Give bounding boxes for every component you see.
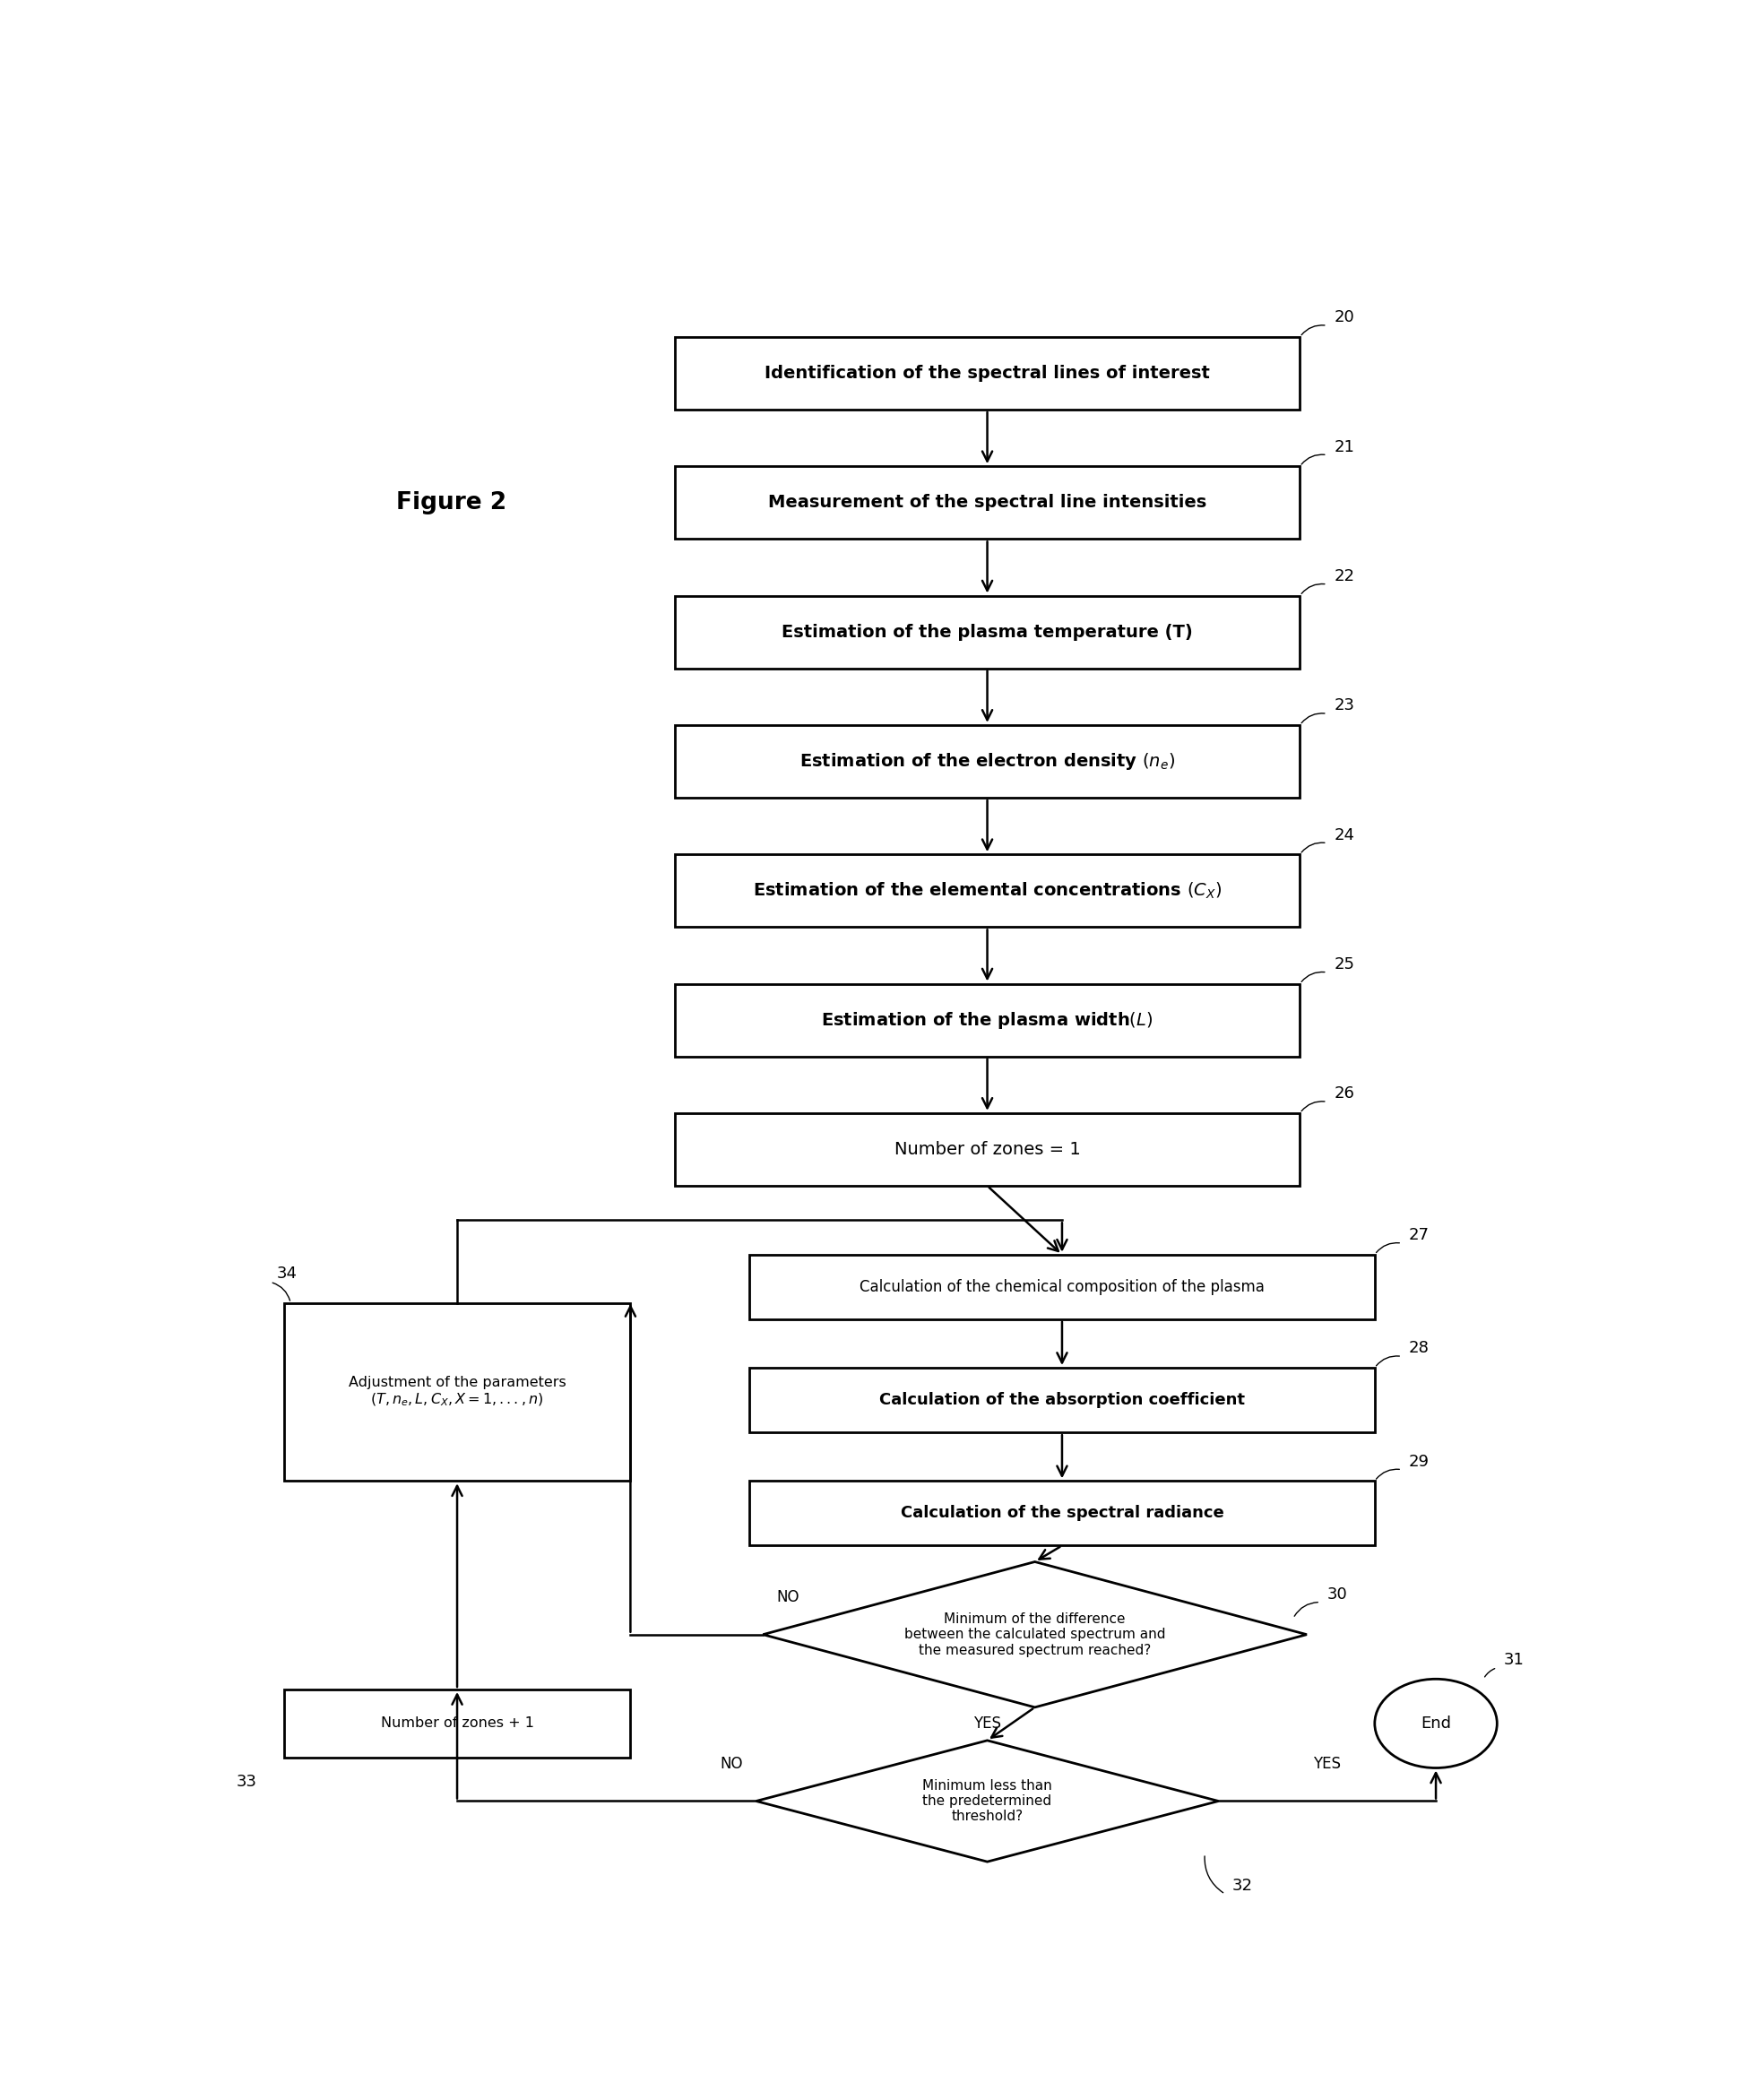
Text: YES: YES [973,1716,1002,1732]
Text: 26: 26 [1335,1086,1354,1102]
Text: Number of zones = 1: Number of zones = 1 [895,1140,1080,1157]
FancyBboxPatch shape [749,1367,1375,1432]
FancyBboxPatch shape [675,983,1300,1056]
Text: 21: 21 [1335,439,1354,456]
FancyBboxPatch shape [675,596,1300,668]
FancyBboxPatch shape [675,855,1300,926]
Text: Number of zones + 1: Number of zones + 1 [381,1716,533,1730]
Text: Calculation of the spectral radiance: Calculation of the spectral radiance [900,1506,1224,1520]
Text: NO: NO [777,1590,800,1604]
Text: 25: 25 [1335,956,1354,972]
Text: 28: 28 [1408,1340,1430,1357]
FancyBboxPatch shape [749,1480,1375,1546]
Text: 31: 31 [1503,1651,1524,1667]
Text: 23: 23 [1335,697,1354,714]
FancyBboxPatch shape [675,336,1300,410]
Text: Minimum less than
the predetermined
threshold?: Minimum less than the predetermined thre… [923,1779,1052,1823]
FancyBboxPatch shape [675,724,1300,798]
Text: NO: NO [719,1756,742,1772]
FancyBboxPatch shape [675,1113,1300,1186]
Text: Calculation of the chemical composition of the plasma: Calculation of the chemical composition … [859,1279,1265,1296]
Text: 24: 24 [1335,827,1354,842]
Text: Estimation of the elemental concentrations $(C_X)$: Estimation of the elemental concentratio… [752,880,1223,901]
Text: YES: YES [1314,1756,1342,1772]
Text: Estimation of the plasma temperature (T): Estimation of the plasma temperature (T) [782,624,1193,640]
Text: Identification of the spectral lines of interest: Identification of the spectral lines of … [765,365,1210,382]
FancyBboxPatch shape [675,466,1300,540]
Text: 33: 33 [237,1774,256,1789]
Text: Estimation of the plasma width$(L)$: Estimation of the plasma width$(L)$ [821,1010,1152,1031]
FancyBboxPatch shape [284,1690,630,1758]
Text: 32: 32 [1231,1877,1252,1894]
Text: Figure 2: Figure 2 [396,491,507,514]
Text: 20: 20 [1335,309,1354,326]
Text: Measurement of the spectral line intensities: Measurement of the spectral line intensi… [768,494,1207,510]
Ellipse shape [1375,1680,1498,1768]
FancyBboxPatch shape [749,1254,1375,1319]
Text: 29: 29 [1408,1453,1430,1470]
Text: Estimation of the electron density $(n_e)$: Estimation of the electron density $(n_e… [800,752,1175,771]
Text: 34: 34 [277,1266,298,1281]
Polygon shape [756,1741,1219,1863]
Text: Calculation of the absorption coefficient: Calculation of the absorption coefficien… [879,1392,1245,1409]
Text: Minimum of the difference
between the calculated spectrum and
the measured spect: Minimum of the difference between the ca… [905,1613,1165,1657]
Text: Adjustment of the parameters
$(T, n_e, L, C_X, X = 1, ..., n)$: Adjustment of the parameters $(T, n_e, L… [349,1376,567,1409]
FancyBboxPatch shape [284,1302,630,1480]
Text: 22: 22 [1335,569,1354,584]
Text: 30: 30 [1328,1586,1347,1602]
Text: 27: 27 [1408,1226,1430,1243]
Text: End: End [1421,1716,1451,1732]
Polygon shape [763,1562,1307,1707]
